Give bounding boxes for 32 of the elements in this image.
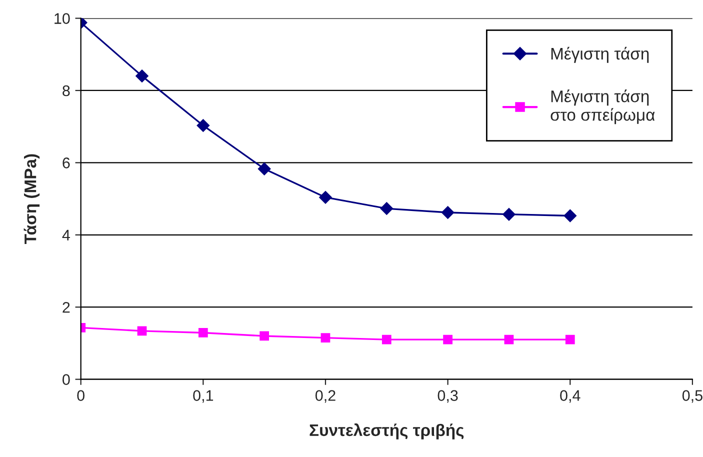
y-tick-label: 2 [62, 302, 70, 313]
point [380, 202, 394, 215]
y-tick-label: 4 [62, 230, 70, 240]
point [320, 333, 330, 342]
point [136, 70, 148, 82]
x-tick-label: 0,3 [438, 390, 458, 403]
point [258, 162, 271, 176]
x-tick-label: 0,1 [193, 390, 214, 403]
x-axis-title: Συντελεστής τριβής [310, 423, 464, 440]
point [198, 328, 208, 338]
x-tick-label: 0,5 [682, 390, 702, 403]
point [260, 331, 270, 341]
point [137, 326, 147, 336]
point [502, 208, 516, 221]
y-tick-label: 10 [54, 13, 70, 24]
x-tick-label: 0 [77, 390, 84, 401]
y-tick-label: 6 [62, 158, 70, 168]
y-tick-label: 0 [62, 374, 70, 385]
legend-label: Μέγιστη τάση στο σπείρωμα [550, 90, 655, 124]
x-tick-label: 0,4 [560, 390, 580, 403]
y-axis-title: Τάση (MPa) [24, 154, 40, 244]
point [382, 334, 392, 344]
legend-label: Μέγιστη τάση [551, 46, 649, 63]
point [504, 334, 514, 344]
y-tick-label: 8 [62, 85, 70, 96]
point [319, 190, 332, 204]
point [564, 209, 577, 222]
point [441, 206, 454, 219]
point [443, 334, 452, 344]
x-tick-label: 0,2 [315, 390, 336, 403]
point [565, 334, 575, 344]
point [196, 119, 210, 132]
